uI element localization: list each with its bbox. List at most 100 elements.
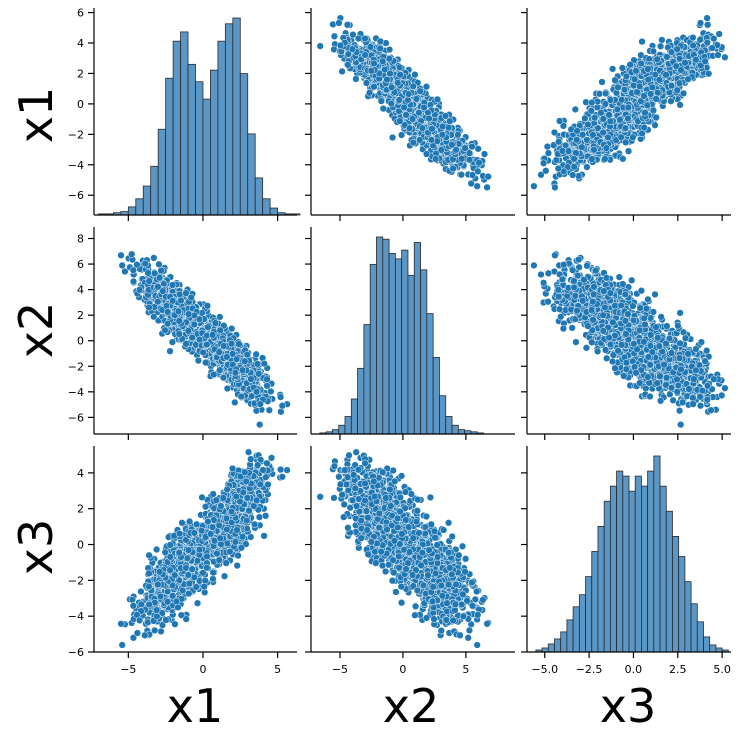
scatter-point (121, 267, 129, 276)
scatter-point (422, 150, 431, 158)
scatter-point (629, 133, 637, 141)
scatter-point (336, 41, 345, 50)
scatter-point (616, 116, 624, 124)
scatter-point (329, 20, 337, 29)
scatter-point (703, 21, 712, 29)
scatter-point (620, 86, 629, 94)
hist-bar (150, 165, 159, 216)
scatter-point (705, 70, 713, 78)
hist-bar (232, 17, 241, 216)
hist-bar (142, 185, 152, 216)
scatter-point (605, 111, 613, 119)
scatter-point (408, 115, 417, 123)
scatter-point (579, 131, 587, 139)
scatter-point (316, 42, 324, 50)
hist-bar (224, 23, 234, 216)
scatter-point (480, 150, 489, 158)
scatter-point (570, 155, 578, 163)
scatter-point (644, 65, 652, 73)
scatter-point (396, 71, 404, 79)
scatter-point (539, 159, 548, 167)
scatter-point (461, 144, 469, 152)
scatter-point (648, 83, 656, 91)
scatter-point (689, 41, 697, 50)
scatter-point (675, 79, 684, 87)
scatter-point (626, 61, 634, 69)
scatter-point (409, 82, 417, 90)
scatter-point (335, 19, 343, 27)
scatter-point (438, 131, 446, 139)
scatter-point (418, 124, 427, 132)
scatter-point (330, 32, 339, 40)
scatter-point (405, 90, 413, 98)
scatter-point (652, 95, 660, 103)
panel-x1-x3 (530, 14, 729, 192)
scatter-point (676, 101, 684, 109)
scatter-point (352, 75, 360, 83)
scatter-point (383, 75, 391, 84)
scatter-point (624, 103, 632, 112)
scatter-point (624, 147, 633, 155)
scatter-point (583, 163, 591, 171)
scatter-point (483, 183, 491, 192)
scatter-point (449, 164, 457, 173)
scatter-point (564, 147, 573, 155)
scatter-point (438, 122, 447, 131)
panel-x2-x1 (117, 250, 291, 429)
scatter-point (701, 57, 709, 65)
scatter-point (640, 92, 648, 100)
hist-bar (239, 73, 249, 216)
scatter-point (343, 21, 352, 29)
scatter-point (658, 36, 666, 44)
scatter-point (632, 67, 640, 75)
hist-bar (262, 198, 271, 216)
scatter-point (654, 89, 662, 97)
scatter-point (388, 83, 396, 91)
scatter-point (721, 53, 729, 61)
scatter-point (194, 356, 203, 365)
scatter-point (703, 39, 711, 47)
scatter-point (433, 95, 442, 104)
scatter-point (606, 117, 614, 125)
hist-bar (165, 77, 174, 216)
scatter-point (617, 133, 625, 141)
scatter-point (602, 144, 611, 152)
scatter-point (641, 109, 649, 117)
scatter-point (708, 44, 716, 52)
scatter-point (362, 79, 371, 87)
scatter-point (416, 87, 424, 95)
scatter-point (622, 72, 631, 81)
scatter-point (387, 99, 395, 108)
scatter-point (599, 128, 607, 137)
scatter-point (427, 136, 436, 144)
scatter-point (454, 131, 462, 139)
scatter-point (411, 70, 419, 79)
scatter-point (543, 142, 552, 151)
scatter-point (484, 172, 492, 181)
scatter-point (608, 65, 617, 73)
scatter-point (425, 114, 433, 123)
scatter-point (555, 117, 564, 125)
scatter-point (366, 43, 375, 51)
scatter-point (415, 109, 423, 117)
scatter-point (367, 67, 375, 75)
scatter-point (689, 33, 697, 42)
scatter-point (571, 105, 579, 114)
scatter-point (630, 75, 639, 83)
scatter-point (394, 79, 402, 87)
hist-bar (187, 63, 196, 216)
scatter-point (129, 277, 138, 286)
scatter-point (395, 63, 404, 71)
scatter-point (474, 145, 482, 153)
scatter-point (598, 78, 606, 86)
scatter-point (618, 96, 626, 104)
scatter-point (457, 171, 466, 179)
scatter-point (667, 81, 676, 90)
scatter-point (550, 128, 559, 137)
scatter-point (636, 82, 644, 90)
scatter-point (555, 138, 563, 146)
scatter-point (228, 324, 236, 333)
scatter-point (468, 171, 477, 179)
scatter-point (621, 124, 630, 132)
scatter-point (370, 59, 378, 68)
